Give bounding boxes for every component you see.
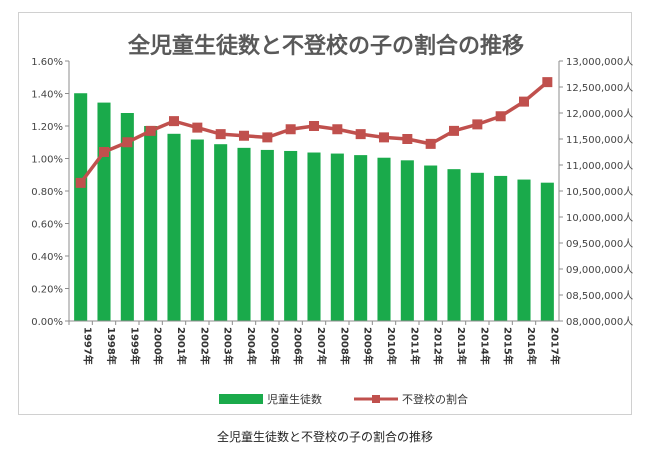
legend: 児童生徒数 不登校の割合 [219,392,468,406]
line-point [495,111,506,122]
chart-svg: 全児童生徒数と不登校の子の割合の推移 0.00%0.20%0.40%0.60%0… [31,33,633,406]
bar [330,153,344,321]
left-tick-label: 0.40% [31,252,63,263]
x-tick-label: 2014年 [478,327,491,365]
line-point [285,124,296,135]
legend-line-marker [372,395,380,403]
legend-line-label: 不登校の割合 [402,392,468,406]
legend-bar-label: 児童生徒数 [267,392,322,406]
line-point [449,125,459,136]
line-point [355,129,366,140]
bar [97,102,111,321]
chart-frame: 全児童生徒数と不登校の子の割合の推移 0.00% 0.20% 0.40% 0.60% 0… [18,12,633,415]
x-tick-label: 1999年 [128,327,141,365]
x-tick-label: 2004年 [245,327,258,365]
bar-series [74,93,554,322]
bar [377,157,391,321]
right-tick-label: 09,500,000人 [566,238,633,250]
line-point [519,96,529,107]
left-tick-label: 1.00% [31,155,63,166]
bar [167,133,181,321]
line-point [239,130,249,141]
x-tick-label: 2011年 [408,327,421,365]
left-tick-label: 0.20% [31,285,63,296]
line-point [262,132,273,143]
x-tick-label: 2003年 [222,327,235,365]
x-tick-label: 2013年 [455,327,468,365]
x-tick-label: 2017年 [548,327,561,365]
line-point [122,137,133,148]
x-tick-label: 2009年 [362,327,375,365]
legend-bar-swatch [219,394,263,404]
bar [144,126,158,321]
bar [260,149,274,321]
left-axis-ticks: 0.00% 0.20% 0.40% 0.60% 0.80% 1.00% 1.20% 1.40%… [31,57,69,328]
line-point [75,177,86,188]
bar [494,175,508,321]
left-tick-label: 0.00% [31,317,63,328]
bar [424,165,438,321]
x-tick-label: 2006年 [292,327,305,365]
left-tick-label: 0.60% [31,220,63,231]
line-point [192,122,203,133]
x-tick-label: 2010年 [385,327,398,365]
bar [190,139,204,321]
line-point [215,129,226,140]
line-point [542,77,553,88]
figure-caption: 全児童生徒数と不登校の子の割合の推移 [216,430,433,444]
bar [214,144,228,321]
x-tick-label: 2008年 [338,327,351,365]
x-tick-label: 1997年 [82,327,95,365]
line-point [99,147,109,157]
line-point [332,124,343,135]
bar [400,160,414,321]
right-tick-label: 09,000,000人 [566,264,633,276]
line-point [309,121,319,131]
right-tick-label: 11,500,000人 [566,134,633,146]
line-point [169,116,179,127]
right-tick-label: 11,000,000人 [566,160,633,172]
line-point [472,119,483,130]
right-tick-label: 10,000,000人 [566,212,633,224]
x-tick-label: 2016年 [525,327,538,365]
bar [517,179,531,321]
chart-title: 全児童生徒数と不登校の子の割合の推移 [127,33,524,59]
line-point [425,138,436,149]
left-tick-label: 0.80% [31,187,63,198]
right-tick-label: 12,500,000人 [566,82,633,94]
left-tick-label: 1.60% [31,57,63,68]
bar [284,150,298,321]
x-tick-label: 1998年 [105,327,118,365]
bar [354,155,368,321]
bar [307,152,321,321]
bar [237,147,251,321]
bar [447,169,461,321]
right-tick-label: 10,500,000人 [566,186,633,198]
line-point [402,134,413,144]
bar [470,172,484,321]
right-tick-label: 12,000,000人 [566,108,633,120]
bar [540,182,554,321]
x-tick-label: 2000年 [152,327,165,365]
line-point [379,132,389,143]
x-axis-ticks: 1997年 1998年 1999年 2000年 2001年 2002年 2003年 2004年… [68,321,561,365]
x-tick-label: 2001年 [175,327,188,365]
bar [120,113,134,321]
right-axis-ticks: 08,000,000人 08,500,000人 09,000,000人 09,500,… [559,56,633,328]
x-tick-label: 2005年 [268,327,281,365]
x-tick-label: 2012年 [432,327,445,365]
left-tick-label: 1.40% [31,90,63,101]
left-tick-label: 1.20% [31,122,63,133]
x-tick-label: 2015年 [502,327,515,365]
x-tick-label: 2002年 [198,327,211,365]
x-tick-label: 2007年 [315,327,328,365]
line-series [75,77,553,188]
right-tick-label: 08,000,000人 [566,316,633,328]
right-tick-label: 08,500,000人 [566,290,633,302]
bar [74,93,88,322]
right-tick-label: 13,000,000人 [566,56,633,68]
line-point [145,125,156,136]
